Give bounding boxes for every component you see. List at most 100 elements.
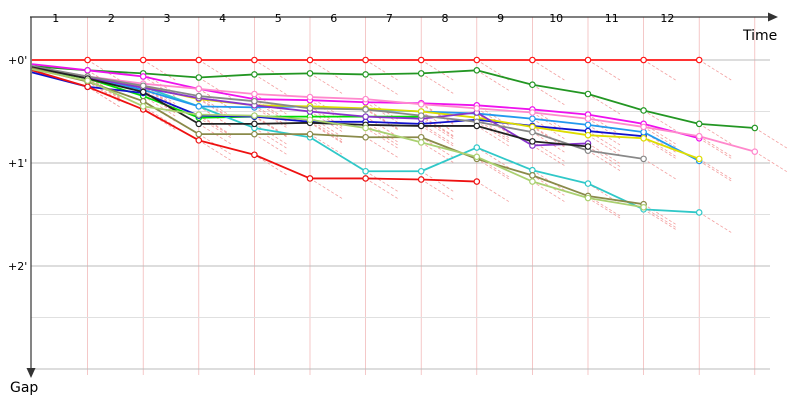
lap-connector <box>532 131 565 153</box>
lap-connector <box>420 118 454 140</box>
lap-connector <box>476 147 510 168</box>
data-point <box>306 93 314 101</box>
data-point <box>195 120 203 128</box>
lap-connector <box>587 134 621 156</box>
lap-connector <box>587 93 621 115</box>
series-line <box>31 67 644 206</box>
data-point <box>362 106 369 113</box>
data-point <box>251 112 258 119</box>
lap-connector <box>643 126 676 148</box>
data-point <box>417 167 425 175</box>
lap-connector <box>476 181 510 202</box>
data-point <box>139 82 147 90</box>
lap-connector <box>698 158 732 180</box>
lap-connector <box>87 86 120 108</box>
data-point <box>139 56 147 64</box>
data-point <box>695 155 703 163</box>
lap-connector <box>698 135 732 157</box>
lap-connector <box>532 175 565 196</box>
data-point <box>362 95 369 103</box>
lap-connector <box>420 116 454 137</box>
lap-tick-label: 2 <box>108 12 115 25</box>
lap-connector <box>420 125 454 147</box>
series-line <box>31 71 644 138</box>
lap-connector <box>365 116 398 137</box>
data-point <box>417 56 425 64</box>
lap-connector <box>254 133 287 155</box>
lap-connector <box>254 104 287 126</box>
data-point <box>306 116 314 124</box>
data-point <box>640 56 647 64</box>
lap-tick-label: 10 <box>549 12 563 25</box>
data-point <box>640 134 647 142</box>
data-point <box>417 139 425 146</box>
lap-connector <box>643 110 676 131</box>
tick-labels: 1 2 3 4 5 6 7 8 9 10 11 12+0'+1'+2' <box>8 12 674 273</box>
lap-connector <box>254 127 287 149</box>
data-point <box>584 143 592 150</box>
lap-connector <box>420 59 454 81</box>
lap-connector <box>309 111 343 132</box>
lap-connector <box>698 212 732 233</box>
data-point <box>417 70 425 77</box>
data-point <box>306 130 314 138</box>
lap-connector <box>87 78 120 99</box>
data-point <box>306 105 314 112</box>
lap-connector <box>587 114 621 135</box>
x-axis-arrow-icon <box>768 12 778 22</box>
lap-connector <box>254 74 287 95</box>
lap-connector <box>420 123 454 145</box>
data-point <box>195 130 203 138</box>
lap-connector <box>142 95 176 117</box>
data-point <box>584 194 592 202</box>
lap-connector <box>142 59 176 81</box>
point-markers <box>84 56 759 216</box>
lap-tick-label: 11 <box>605 12 619 25</box>
lap-connector <box>587 124 621 146</box>
data-point <box>306 56 314 64</box>
data-point <box>417 176 425 183</box>
data-point <box>473 144 481 151</box>
data-point <box>584 56 592 64</box>
data-point <box>195 56 203 64</box>
lap-tick-label: 6 <box>330 12 337 25</box>
data-point <box>473 105 481 112</box>
lap-connector <box>532 59 565 81</box>
lap-connector <box>254 59 287 81</box>
lap-connector <box>754 151 788 173</box>
data-point <box>417 122 425 130</box>
data-point <box>195 85 203 93</box>
lap-connector <box>587 130 621 152</box>
lap-connector <box>420 170 454 192</box>
data-point <box>529 178 536 185</box>
data-point <box>139 103 147 110</box>
data-point <box>695 56 703 64</box>
data-point <box>529 109 536 116</box>
lap-connector <box>420 102 454 124</box>
data-point <box>695 120 703 128</box>
lap-connector <box>142 106 176 127</box>
gap-tick-label: +1' <box>8 157 27 170</box>
data-point <box>251 71 258 78</box>
data-point <box>473 56 481 64</box>
data-point <box>584 115 592 123</box>
data-point <box>195 137 203 144</box>
lap-connector <box>476 69 510 91</box>
lap-connector <box>309 122 343 144</box>
data-point <box>640 123 647 131</box>
lap-connector <box>365 74 398 95</box>
data-point <box>529 81 536 89</box>
lap-connector <box>254 93 287 115</box>
lap-connector <box>365 178 398 199</box>
lap-connector <box>698 59 732 81</box>
data-point <box>306 70 314 77</box>
lap-connector <box>309 73 343 94</box>
lap-tick-label: 9 <box>497 12 504 25</box>
gap-tick-label: +2' <box>8 260 27 273</box>
series-line <box>31 68 644 209</box>
lap-connector <box>365 170 398 192</box>
lap-tick-label: 12 <box>660 12 674 25</box>
lap-connector <box>532 181 565 202</box>
lap-connector <box>476 113 510 134</box>
data-point <box>640 203 647 211</box>
